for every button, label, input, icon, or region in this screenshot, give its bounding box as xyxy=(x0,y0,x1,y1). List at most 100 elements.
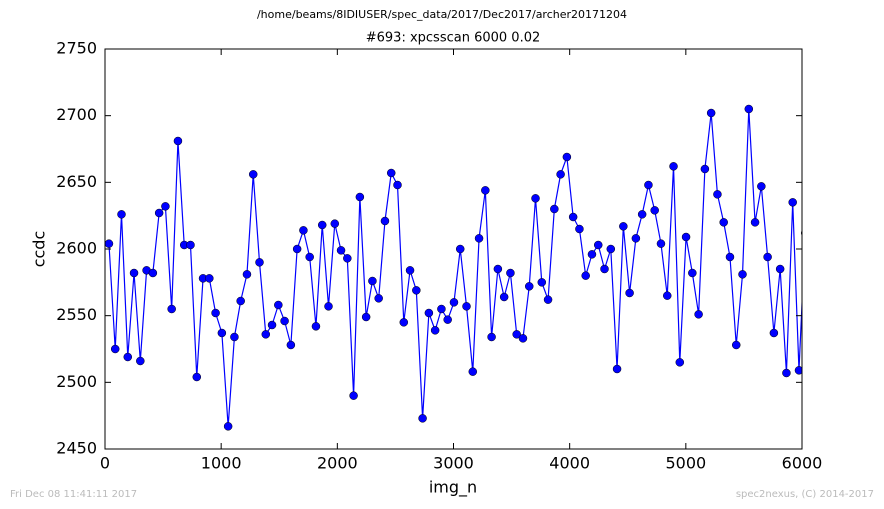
y-tick-label: 2550 xyxy=(56,305,97,324)
marker xyxy=(524,282,534,291)
marker xyxy=(393,180,402,190)
marker xyxy=(506,268,515,278)
marker xyxy=(794,366,802,375)
marker xyxy=(110,344,120,354)
marker xyxy=(374,294,383,303)
marker xyxy=(556,170,565,179)
chart-title: #693: xpcsscan 6000 0.02 xyxy=(366,31,541,46)
marker xyxy=(136,356,145,366)
y-tick-label: 2750 xyxy=(56,39,97,58)
marker xyxy=(493,264,503,274)
marker xyxy=(775,264,785,274)
marker xyxy=(280,316,289,326)
marker xyxy=(129,268,139,278)
marker xyxy=(637,210,647,219)
marker xyxy=(449,298,459,307)
marker xyxy=(662,291,672,300)
marker xyxy=(487,332,496,342)
marker xyxy=(167,304,176,314)
footer-right: spec2nexus, (C) 2014-2017 xyxy=(736,489,874,500)
marker xyxy=(788,198,797,207)
marker xyxy=(242,270,252,279)
marker xyxy=(518,334,528,343)
marker xyxy=(223,422,233,431)
marker xyxy=(543,295,553,304)
header: /home/beams/8IDIUSER/spec_data/2017/Dec2… xyxy=(257,8,627,21)
line xyxy=(108,108,802,427)
marker xyxy=(192,372,202,382)
marker xyxy=(343,254,352,263)
marker xyxy=(361,312,371,322)
plot-area xyxy=(105,104,802,431)
marker xyxy=(706,108,716,118)
x-tick-label: 0 xyxy=(100,454,110,473)
marker xyxy=(105,239,114,248)
marker xyxy=(700,164,710,174)
marker xyxy=(694,310,703,319)
marker xyxy=(744,104,754,114)
marker xyxy=(713,190,722,199)
marker xyxy=(248,170,258,179)
marker xyxy=(430,326,440,335)
marker xyxy=(581,271,590,280)
x-tick-label: 5000 xyxy=(665,454,706,473)
marker xyxy=(512,330,521,339)
marker xyxy=(230,332,239,342)
footer-left: Fri Dec 08 11:41:11 2017 xyxy=(10,489,137,500)
y-axis-label: ccdc xyxy=(30,231,49,268)
marker xyxy=(368,276,377,286)
y-tick-label: 2650 xyxy=(56,172,97,191)
marker xyxy=(380,216,390,226)
marker xyxy=(148,268,158,278)
marker xyxy=(587,250,597,259)
marker xyxy=(550,204,559,214)
x-axis-label: img_n xyxy=(429,478,477,498)
x-tick-label: 6000 xyxy=(782,454,823,473)
marker xyxy=(575,224,584,234)
marker xyxy=(568,212,578,222)
marker xyxy=(474,234,484,243)
marker xyxy=(186,240,195,250)
y-tick-label: 2600 xyxy=(56,239,97,258)
marker xyxy=(261,330,271,339)
marker xyxy=(205,274,214,283)
marker xyxy=(688,268,697,278)
marker xyxy=(317,220,327,230)
marker xyxy=(236,296,245,306)
marker xyxy=(656,239,666,248)
marker xyxy=(424,308,434,318)
marker xyxy=(593,240,603,250)
y-tick-label: 2450 xyxy=(56,439,97,458)
marker xyxy=(399,318,409,327)
marker xyxy=(462,302,471,311)
marker xyxy=(619,222,628,231)
x-tick-label: 2000 xyxy=(317,454,358,473)
marker xyxy=(725,252,735,262)
marker xyxy=(123,352,133,362)
marker xyxy=(731,340,741,350)
marker xyxy=(537,278,547,287)
marker xyxy=(330,219,340,228)
x-tick-label: 4000 xyxy=(549,454,590,473)
marker xyxy=(757,182,766,191)
marker xyxy=(443,315,452,324)
marker xyxy=(468,367,478,376)
marker xyxy=(437,304,446,314)
marker xyxy=(274,300,283,310)
marker xyxy=(173,136,183,146)
marker xyxy=(606,244,616,254)
marker xyxy=(311,322,321,331)
marker xyxy=(336,246,346,255)
marker xyxy=(719,218,728,227)
marker xyxy=(211,308,220,318)
marker xyxy=(750,218,760,227)
marker xyxy=(217,328,227,338)
marker xyxy=(769,328,779,338)
marker xyxy=(255,258,264,267)
y-tick-label: 2700 xyxy=(56,105,97,124)
marker xyxy=(154,208,164,218)
y-tick-label: 2500 xyxy=(56,372,97,391)
marker xyxy=(481,186,490,195)
axes-frame xyxy=(104,48,803,450)
